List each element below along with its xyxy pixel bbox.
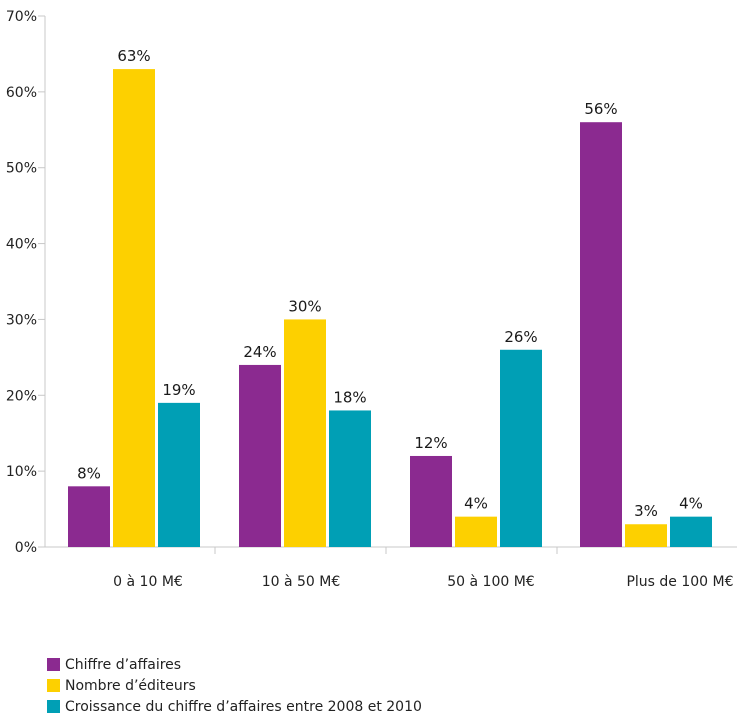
legend-label: Chiffre d’affaires [65, 656, 182, 673]
bar [284, 319, 326, 547]
legend-label: Croissance du chiffre d’affaires entre 2… [65, 698, 422, 715]
legend-item-nombre-editeurs: Nombre d’éditeurs [47, 675, 422, 696]
bar [670, 516, 712, 547]
bar [113, 69, 155, 547]
y-tick-label: 40% [6, 237, 37, 253]
bar [625, 524, 667, 547]
chart-legend: Chiffre d’affaires Nombre d’éditeurs Cro… [47, 654, 422, 717]
x-tick-label: Plus de 100 M€ [626, 574, 733, 590]
data-label: 19% [162, 381, 195, 399]
data-label: 3% [634, 502, 658, 520]
x-tick-label: 50 à 100 M€ [447, 574, 534, 590]
bar [329, 410, 371, 547]
chart-axes: 0% 10% 20% 30% 40% 50% 60% 70% 0 à 10 M€ 10 à 50 … [6, 9, 737, 590]
y-tick-label: 50% [6, 161, 37, 177]
bar [410, 455, 452, 547]
chart-data-labels: 8% 24% 12% 56% 63% 30% 4% 3% 19% 18% 26% 4% [77, 47, 703, 520]
y-tick-label: 60% [6, 85, 37, 101]
bar [580, 122, 622, 547]
data-label: 56% [584, 100, 617, 118]
data-label: 24% [243, 343, 276, 361]
y-tick-label: 10% [6, 464, 37, 480]
data-label: 26% [504, 328, 537, 346]
bar [455, 516, 497, 547]
data-label: 12% [414, 434, 447, 452]
bar [68, 486, 110, 547]
chart-bars [68, 69, 712, 547]
bar [158, 402, 200, 547]
legend-item-chiffre-affaires: Chiffre d’affaires [47, 654, 422, 675]
x-tick-label: 0 à 10 M€ [113, 574, 183, 590]
y-tick-label: 30% [6, 312, 37, 328]
data-label: 4% [464, 495, 488, 513]
legend-label: Nombre d’éditeurs [65, 677, 196, 694]
legend-item-croissance: Croissance du chiffre d’affaires entre 2… [47, 696, 422, 717]
data-label: 30% [288, 297, 321, 315]
data-label: 18% [333, 388, 366, 406]
legend-swatch-yellow [47, 679, 60, 692]
y-tick-label: 70% [6, 9, 37, 25]
data-label: 8% [77, 464, 101, 482]
bar [500, 349, 542, 547]
data-label: 4% [679, 495, 703, 513]
data-label: 63% [117, 47, 150, 65]
bar [239, 364, 281, 547]
y-tick-label: 20% [6, 388, 37, 404]
legend-swatch-teal [47, 700, 60, 713]
x-tick-label: 10 à 50 M€ [262, 574, 341, 590]
bar-chart: 0% 10% 20% 30% 40% 50% 60% 70% 0 à 10 M€ 10 à 50 … [6, 9, 737, 590]
y-tick-label: 0% [15, 540, 37, 556]
legend-swatch-purple [47, 658, 60, 671]
